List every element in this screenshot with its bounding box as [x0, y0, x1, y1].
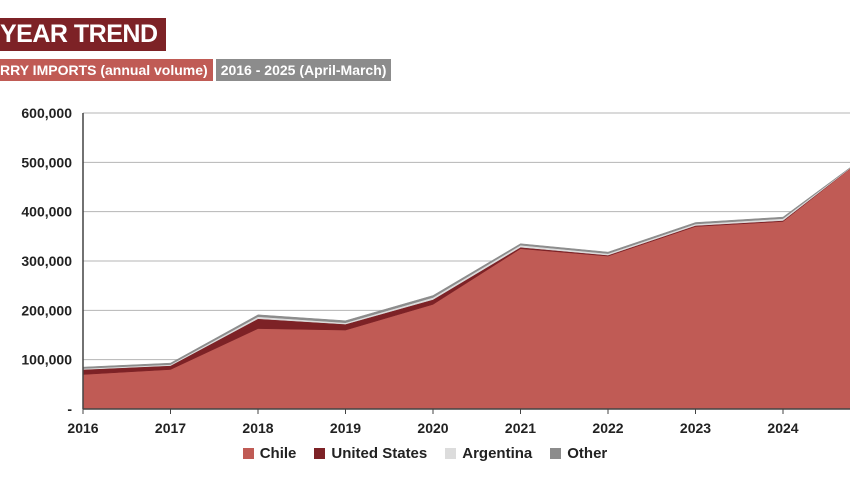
x-tick-label: 2019	[330, 420, 361, 436]
x-tick-label: 2020	[417, 420, 448, 436]
legend-swatch	[242, 448, 254, 460]
y-tick-label: 300,000	[21, 253, 72, 269]
y-tick-label: 100,000	[21, 352, 72, 368]
chart-title: YEAR TREND	[0, 18, 166, 51]
legend-label: Other	[567, 445, 608, 463]
legend-item-other: Other	[550, 445, 607, 462]
legend-item-chile: Chile	[242, 445, 297, 463]
subtitle-row: RRY IMPORTS (annual volume) 2016 - 2025 (…	[0, 59, 392, 81]
x-tick-label: 2021	[505, 420, 536, 436]
x-tick-label: 2018	[242, 420, 273, 436]
legend-label: Chile	[259, 445, 297, 463]
x-tick-label: 2023	[680, 420, 711, 436]
x-tick-label: 2022	[592, 420, 623, 436]
area-other	[82, 167, 850, 369]
legend-item-argentina: Argentina	[445, 445, 532, 462]
y-tick-label: 400,000	[21, 204, 72, 220]
x-tick-label: 2024	[767, 420, 798, 436]
chart-subtitle: RRY IMPORTS (annual volume)	[0, 59, 213, 81]
x-tick-label: 2017	[155, 420, 186, 436]
y-tick-label: -	[67, 401, 72, 417]
y-tick-label: 500,000	[21, 154, 72, 170]
legend-swatch	[445, 448, 457, 460]
legend-swatch	[314, 448, 326, 460]
legend-label: United States	[331, 445, 428, 463]
y-tick-label: 200,000	[21, 302, 72, 318]
chart-legend: Chile United States Argentina Other	[0, 445, 850, 463]
y-tick-label: 600,000	[21, 105, 72, 121]
x-tick-label: 2016	[67, 420, 98, 436]
chart-period: 2016 - 2025 (April-March)	[215, 59, 392, 81]
stacked-area-chart: 600,000 500,000 400,000 300,000 200,000 100,0…	[21, 105, 850, 436]
legend-item-united-states: United States	[314, 445, 427, 462]
legend-swatch	[550, 448, 562, 460]
legend-label: Argentina	[462, 445, 533, 463]
